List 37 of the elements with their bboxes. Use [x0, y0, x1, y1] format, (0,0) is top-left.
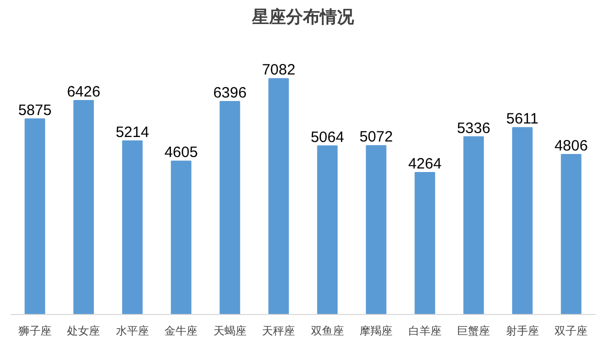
chart-title: 星座分布情况	[251, 8, 355, 26]
bar	[463, 136, 484, 314]
data-label: 4806	[554, 137, 588, 154]
data-label: 7082	[262, 62, 296, 79]
data-label: 5072	[359, 128, 393, 146]
data-label: 6426	[66, 84, 100, 101]
x-tick-label: 天秤座	[262, 324, 296, 338]
bar	[24, 118, 46, 314]
x-tick-label: 金牛座	[164, 324, 198, 338]
bar	[560, 154, 582, 314]
x-tick-label: 水平座	[116, 324, 149, 338]
bar	[122, 140, 143, 314]
x-tick-label: 处女座	[67, 324, 100, 338]
bar	[170, 160, 192, 314]
x-tick-label: 摩羯座	[360, 324, 393, 338]
data-label: 4605	[164, 144, 198, 162]
data-label: 5064	[310, 128, 344, 146]
bar	[268, 78, 289, 314]
data-label: 5875	[18, 102, 52, 119]
data-label: 5336	[456, 120, 490, 137]
x-tick-label: 射手座	[506, 324, 539, 338]
data-label: 6396	[213, 84, 247, 102]
bar	[366, 145, 386, 314]
bar	[414, 172, 436, 314]
data-label: 4264	[408, 156, 442, 173]
bar	[317, 145, 338, 314]
data-label: 5214	[116, 124, 150, 141]
bar	[73, 100, 94, 314]
x-tick-label: 双鱼座	[310, 324, 344, 338]
bar	[512, 127, 533, 314]
x-tick-label: 双子座	[554, 324, 588, 338]
data-label: 5611	[506, 110, 539, 128]
x-tick-label: 巨蟹座	[457, 324, 490, 338]
x-tick-label: 狮子座	[18, 324, 52, 338]
x-tick-label: 天蝎座	[213, 324, 246, 338]
bar	[220, 101, 240, 314]
x-tick-label: 白羊座	[408, 324, 442, 338]
